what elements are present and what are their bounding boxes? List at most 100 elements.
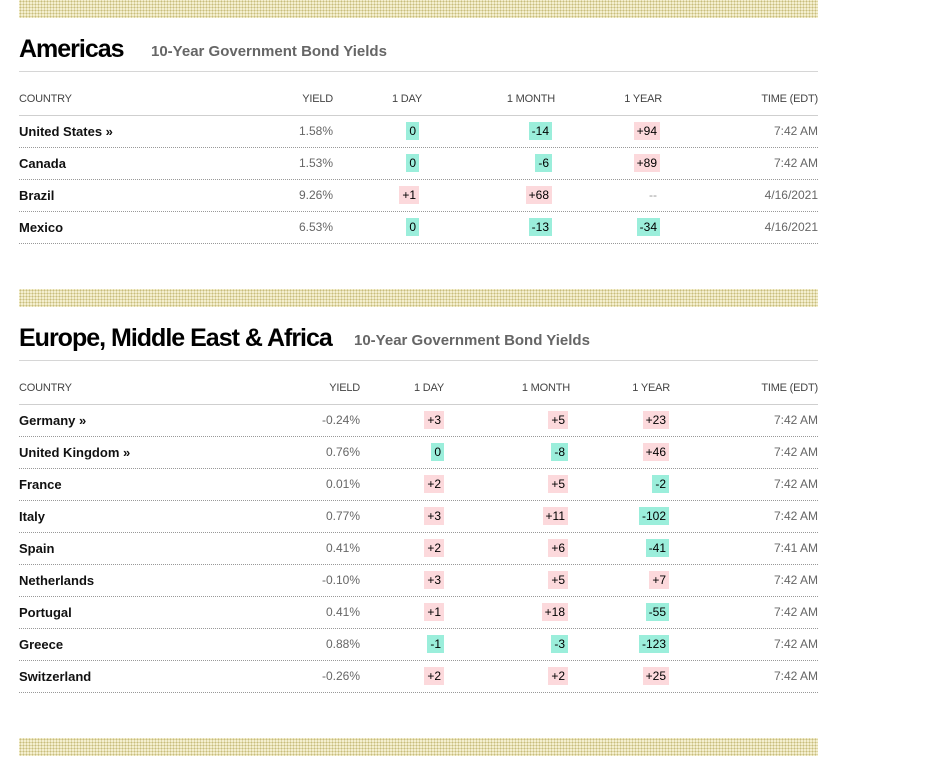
table-row[interactable]: France 0.01% +2 +5 -2 7:42 AM [19,469,818,501]
section-title: Europe, Middle East & Africa [19,324,333,352]
change-1year-badge: -41 [645,539,669,557]
table-body: United States » 1.58% 0 -14 +94 7:42 AM Canada… [19,116,818,244]
change-1day: 0 [406,212,419,243]
country-link[interactable]: United States » [19,124,113,139]
change-1year-badge: +7 [649,571,669,589]
change-1day: -1 [427,629,444,660]
change-1month: +11 [542,501,568,532]
country-link[interactable]: Mexico [19,220,64,235]
change-1day: +3 [424,501,444,532]
table-row[interactable]: Canada 1.53% 0 -6 +89 7:42 AM [19,148,818,180]
table-row[interactable]: Portugal 0.41% +1 +18 -55 7:42 AM [19,597,818,629]
table-row[interactable]: Mexico 6.53% 0 -13 -34 4/16/2021 [19,212,818,244]
country-link[interactable]: Canada [19,156,66,171]
change-1month-badge: +5 [548,411,568,429]
change-1month-badge: +5 [548,571,568,589]
time-value: 7:42 AM [773,509,818,523]
country-link[interactable]: Greece [19,637,64,652]
change-1day: +2 [424,533,444,564]
change-1day-badge: +2 [424,667,444,685]
change-1month: +5 [548,469,568,500]
change-1year-badge: +89 [633,154,660,172]
change-1year: -123 [638,629,669,660]
time-value: 7:42 AM [773,124,818,138]
change-1year-badge: +94 [633,122,660,140]
col-1year: 1 YEAR [632,382,670,394]
table-body: Germany » -0.24% +3 +5 +23 7:42 AM United King… [19,405,818,693]
change-1day-badge: +3 [424,571,444,589]
change-1year: +46 [642,437,669,468]
time-value: 7:42 AM [773,605,818,619]
yield-value: -0.24% [321,413,360,427]
change-1day: +1 [424,597,444,628]
col-country: COUNTRY [19,382,72,394]
change-1month-badge: +5 [548,475,568,493]
change-1year-badge: -55 [645,603,669,621]
change-1day-badge: 0 [406,154,419,172]
change-1month-badge: -6 [535,154,552,172]
country-link[interactable]: France [19,477,62,492]
change-1day-badge: +3 [424,411,444,429]
table-row[interactable]: Greece 0.88% -1 -3 -123 7:42 AM [19,629,818,661]
change-1year-badge: +23 [642,411,669,429]
country-link[interactable]: Brazil [19,188,55,203]
change-1month-badge: +68 [525,186,552,204]
change-1month-badge: +18 [541,603,568,621]
change-1year: -- [646,180,660,211]
country-link[interactable]: Spain [19,541,55,556]
table-row[interactable]: Netherlands -0.10% +3 +5 +7 7:42 AM [19,565,818,597]
yield-value: 0.88% [325,637,360,651]
change-1day: +3 [424,405,444,436]
time-value: 7:41 AM [773,541,818,555]
country-link[interactable]: Italy [19,509,46,524]
change-1year-badge: -- [649,188,657,202]
country-link[interactable]: Netherlands [19,573,95,588]
change-1month: +2 [548,661,568,692]
yield-value: 1.58% [298,124,333,138]
change-1month: -8 [551,437,568,468]
col-yield: YIELD [329,382,360,394]
change-1year: -2 [652,469,669,500]
country-link[interactable]: Portugal [19,605,72,620]
table-row[interactable]: Switzerland -0.26% +2 +2 +25 7:42 AM [19,661,818,693]
col-1month: 1 MONTH [506,93,555,105]
time-value: 4/16/2021 [764,188,818,202]
country-link[interactable]: Switzerland [19,669,92,684]
change-1day-badge: +1 [399,186,419,204]
section-divider-band [19,289,818,307]
table-row[interactable]: Spain 0.41% +2 +6 -41 7:41 AM [19,533,818,565]
yield-value: 0.01% [325,477,360,491]
change-1year: +89 [633,148,660,179]
yield-value: 6.53% [298,220,333,234]
change-1month-badge: -8 [551,443,568,461]
table-header: COUNTRY YIELD 1 DAY 1 MONTH 1 YEAR TIME … [19,361,818,405]
change-1day-badge: +2 [424,539,444,557]
yield-value: 0.41% [325,541,360,555]
table-row[interactable]: United Kingdom » 0.76% 0 -8 +46 7:42 AM [19,437,818,469]
change-1month-badge: +2 [548,667,568,685]
country-link[interactable]: Germany » [19,413,87,428]
change-1month-badge: +11 [542,507,568,525]
time-value: 7:42 AM [773,413,818,427]
yield-value: 9.26% [298,188,333,202]
section-header: Europe, Middle East & Africa 10-Year Gov… [19,324,818,361]
col-1year: 1 YEAR [624,93,662,105]
table-row[interactable]: Brazil 9.26% +1 +68 -- 4/16/2021 [19,180,818,212]
col-1month: 1 MONTH [521,382,570,394]
yield-value: -0.10% [321,573,360,587]
change-1month: -13 [528,212,552,243]
change-1year: -102 [638,501,669,532]
table-row[interactable]: Italy 0.77% +3 +11 -102 7:42 AM [19,501,818,533]
col-time: TIME (EDT) [761,93,818,105]
yield-value: -0.26% [321,669,360,683]
change-1year: +7 [649,565,669,596]
change-1year-badge: -2 [652,475,669,493]
table-row[interactable]: United States » 1.58% 0 -14 +94 7:42 AM [19,116,818,148]
change-1day-badge: +2 [424,475,444,493]
change-1month: -14 [528,116,552,147]
change-1year: -55 [645,597,669,628]
yield-value: 0.41% [325,605,360,619]
change-1month-badge: -13 [528,218,552,236]
country-link[interactable]: United Kingdom » [19,445,131,460]
table-row[interactable]: Germany » -0.24% +3 +5 +23 7:42 AM [19,405,818,437]
